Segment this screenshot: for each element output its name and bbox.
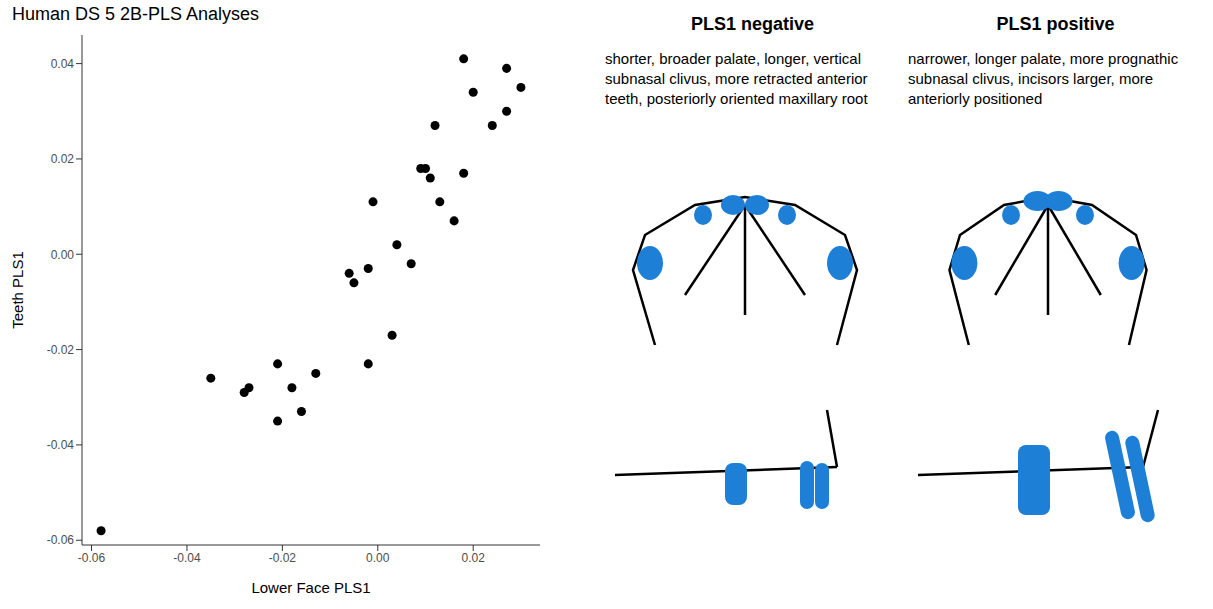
svg-text:0.00: 0.00 (51, 248, 75, 262)
svg-text:-0.02: -0.02 (47, 343, 75, 357)
svg-text:-0.06: -0.06 (47, 533, 75, 547)
svg-text:Teeth PLS1: Teeth PLS1 (9, 251, 26, 329)
svg-text:Lower Face PLS1: Lower Face PLS1 (251, 579, 370, 596)
html-text:PLS1 positive: PLS1 positive (996, 14, 1115, 34)
svg-text:-0.04: -0.04 (47, 438, 75, 452)
svg-text:-0.06: -0.06 (78, 551, 106, 565)
svg-text:0.00: 0.00 (366, 551, 390, 565)
svg-text:-0.04: -0.04 (173, 551, 201, 565)
html-text:narrower, longer palate, more: narrower, longer palate, more prognathic… (908, 50, 1179, 107)
html-text:shorter, broader palate, longe: shorter, broader palate, longer, vertica… (605, 50, 868, 107)
svg-text:-0.02: -0.02 (269, 551, 297, 565)
html-text:PLS1 negative: PLS1 negative (691, 14, 814, 34)
svg-text:0.04: 0.04 (51, 57, 75, 71)
svg-text:0.02: 0.02 (51, 152, 75, 166)
svg-text:0.02: 0.02 (462, 551, 486, 565)
html-text:Human DS 5 2B-PLS Analyses: Human DS 5 2B-PLS Analyses (12, 4, 260, 24)
